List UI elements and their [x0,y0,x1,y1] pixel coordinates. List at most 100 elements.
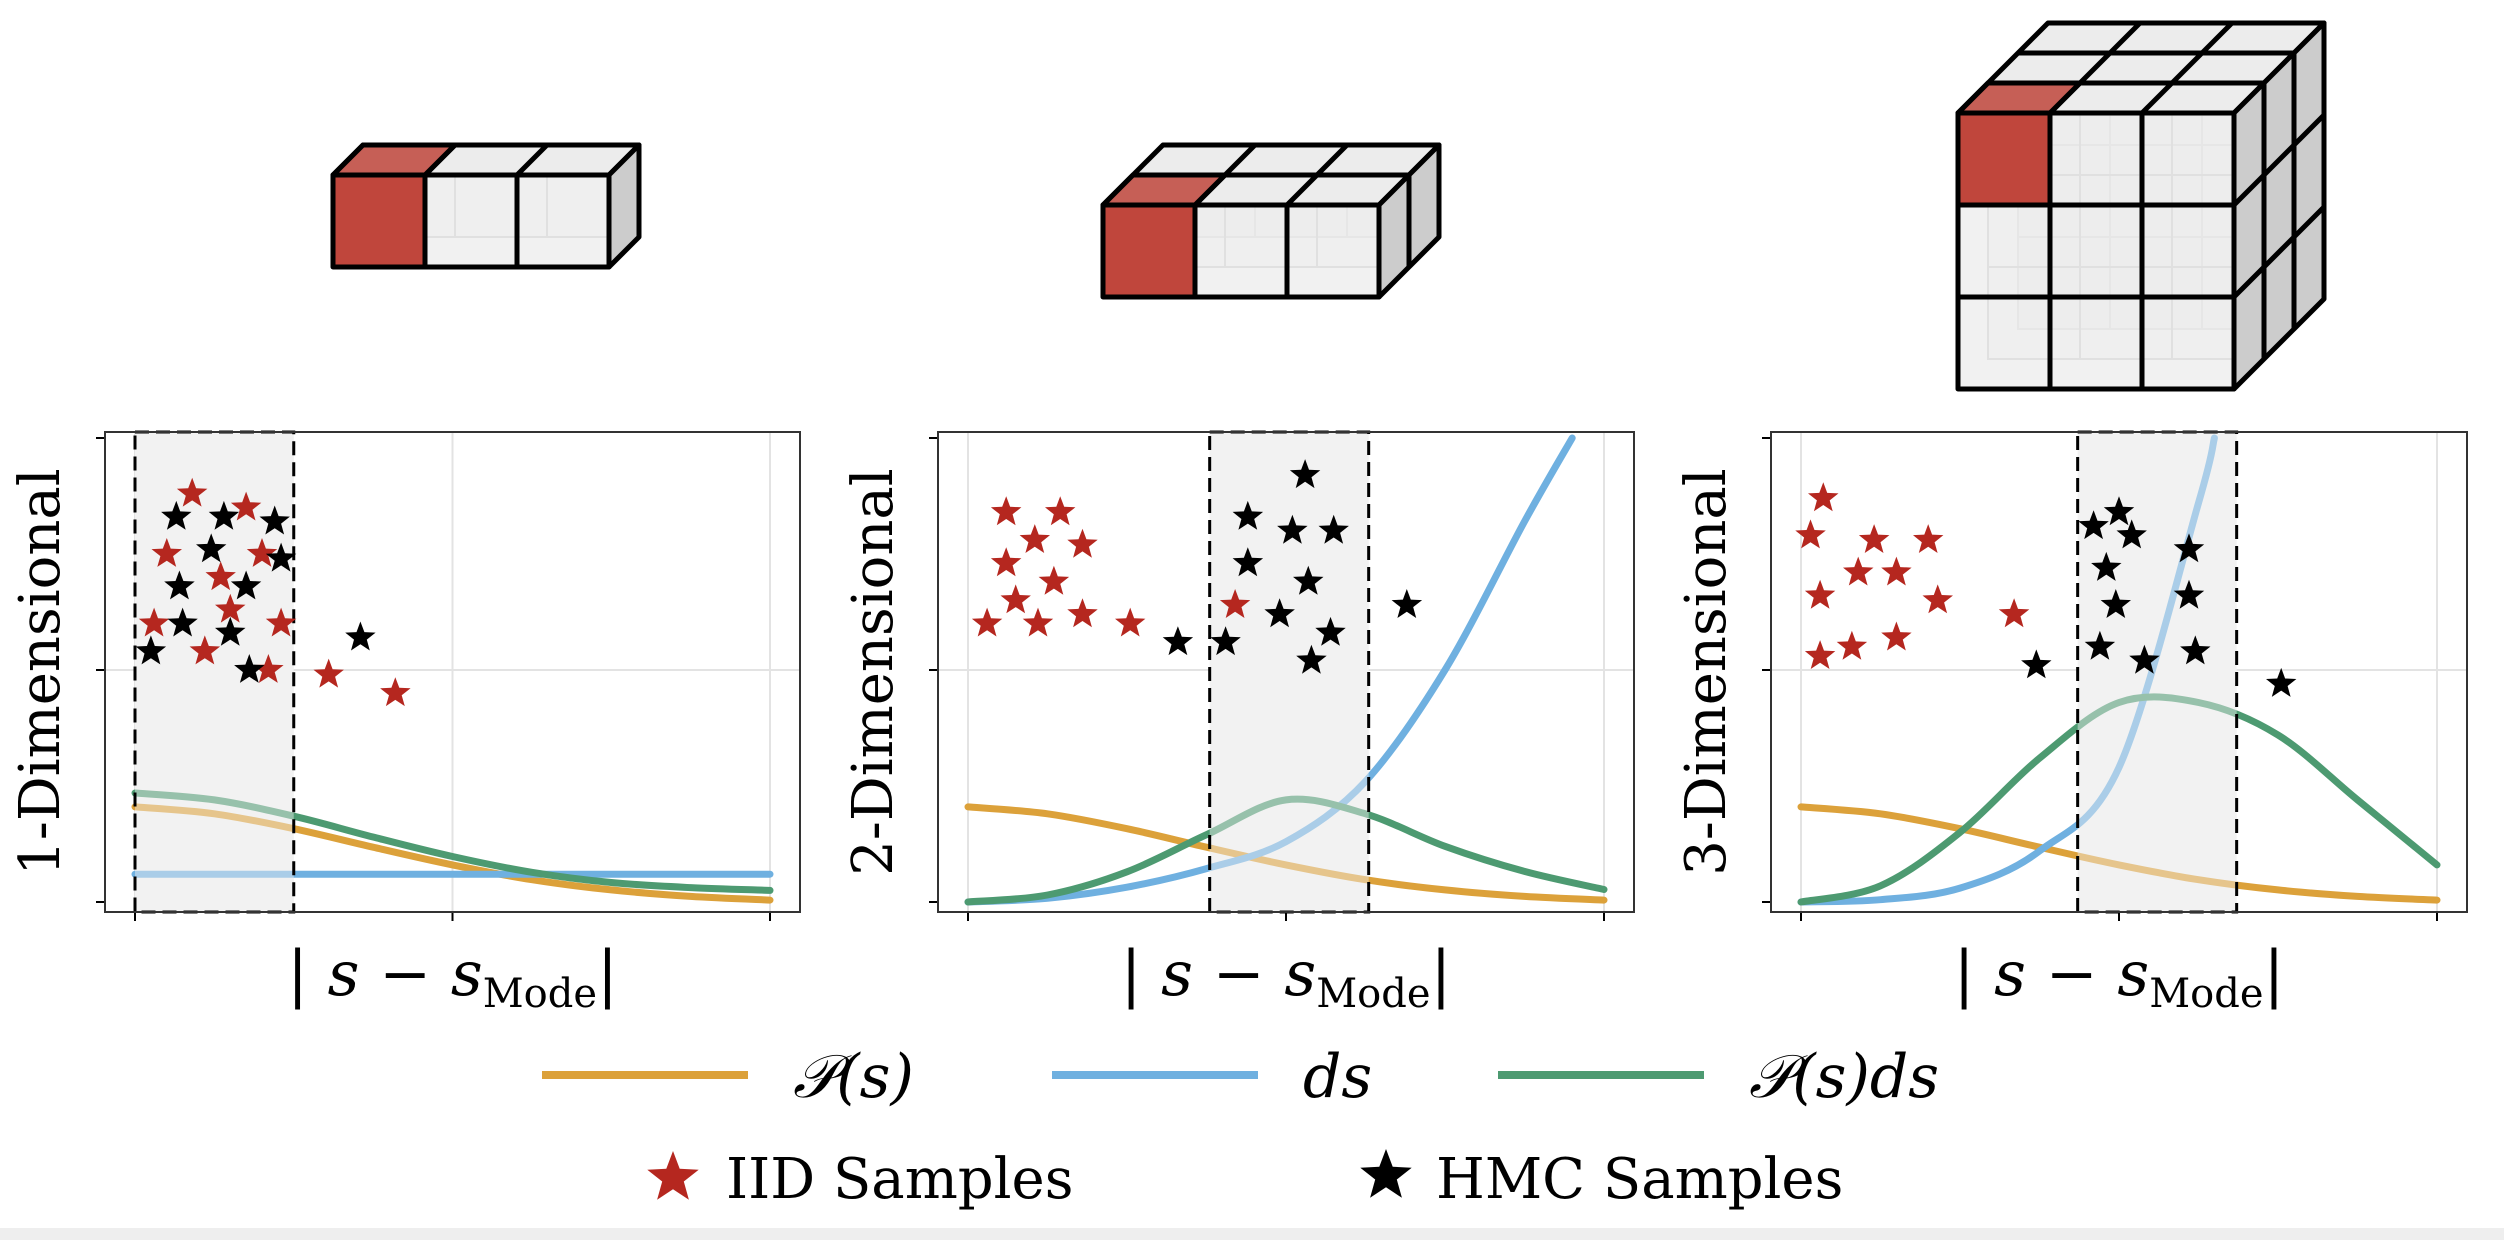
hmc-sample-star [135,635,167,665]
iid-sample-star [1804,579,1836,609]
hmc-sample-star [164,570,195,600]
iid-sample-star [1795,519,1826,549]
shade-region [2077,432,2237,912]
hmc-sample-star [345,621,376,651]
iid-sample-star [1913,524,1944,553]
iid-sample-star [1881,556,1912,586]
hmc-sample-star [1318,514,1349,544]
hmc-sample-star [1293,565,1324,595]
panel-2: 2-Dimensional | s − sMode| [841,430,1635,1017]
iid-sample-star [246,538,278,567]
hmc-sample-star [1232,547,1264,577]
cube-highlight-cell [333,175,425,267]
legend-iid-label: IID Samples [726,1147,1073,1212]
iid-sample-star [189,635,221,665]
hmc-sample-star [1210,626,1241,656]
iid-sample-star [1038,565,1070,595]
panel-1: 1-Dimensional | s − sMode| [8,430,801,1017]
hmc-sample-star [1162,626,1194,656]
x-axis-label: | s − sMode| [1954,937,2285,1017]
legend-iid-star [647,1151,699,1200]
series-ds-line [1797,434,2218,906]
hmc-sample-star [2266,667,2297,697]
y-axis-label: 1-Dimensional [8,468,73,875]
y-axis-label: 3-Dimensional [1674,468,1739,875]
bottom-strip [0,1228,2504,1240]
x-axis-label: | s − sMode| [1121,937,1452,1017]
hmc-sample-star [2078,510,2109,540]
iid-sample-star [1019,524,1050,553]
hmc-sample-star [259,505,290,535]
hmc-sample-star [1232,500,1264,530]
cube-highlight-cell [1103,205,1195,297]
hmc-sample-star [2116,519,2147,549]
x-axis-label: | s − sMode| [287,937,618,1017]
hmc-sample-star [2129,644,2160,674]
legend-pds-label: 𝒫(s)ds [1749,1042,1939,1112]
hmc-sample-star [234,654,265,683]
series-p-line [964,803,1608,904]
shade-overlay [2077,432,2237,912]
series-pds-line [1797,693,2441,906]
iid-sample-star [1804,640,1836,669]
iid-sample-star [1843,556,1874,586]
hmc-sample-star [2173,579,2205,609]
hmc-sample-star [2173,533,2205,563]
iid-sample-star [1922,584,1953,614]
hmc-sample-star [215,616,246,646]
series-pds-line [964,795,1608,906]
iid-sample-star [990,496,1022,526]
hmc-sample-star [1391,589,1423,618]
cube-grid-3d [1955,20,2327,392]
iid-sample-star [1881,621,1912,651]
hmc-sample-star [2100,589,2131,618]
hmc-sample-star [2091,551,2122,581]
legend-hmc-star [1360,1149,1412,1198]
cube-grid-1d [330,142,642,270]
iid-sample-star [1808,482,1839,512]
series-p-line [1797,803,2441,904]
y-axis-label: 2-Dimensional [841,468,906,875]
iid-sample-star [253,654,284,683]
iid-sample-star [230,491,262,521]
cube-highlight-cell [1958,113,2050,205]
plot-frame [104,431,801,913]
plot-frame [1770,431,2468,913]
iid-sample-star [380,677,411,707]
iid-sample-star [1998,598,2030,628]
hmc-sample-star [230,570,262,600]
hmc-sample-star [167,607,198,637]
hmc-sample-star [2103,496,2135,526]
legend-hmc-label: HMC Samples [1436,1147,1843,1212]
iid-sample-star [1045,496,1076,526]
legend-ds-label: ds [1303,1042,1372,1112]
iid-sample-star [1219,589,1251,618]
legend-p-label: 𝒫(s) [793,1042,914,1112]
hmc-sample-star [2021,649,2052,679]
hmc-sample-star [1264,598,1295,628]
series-ds-line [964,434,1576,906]
series-pds-line [131,789,774,894]
iid-sample-star [1067,598,1098,628]
iid-sample-star [1858,524,1890,553]
hmc-sample-star [161,500,192,530]
hmc-sample-star [2084,630,2116,660]
hmc-sample-star [265,542,297,572]
iid-sample-star [1000,584,1031,614]
hmc-sample-star [208,500,240,530]
hmc-sample-star [1315,616,1346,646]
series-p-line [131,803,774,904]
iid-sample-star [971,607,1003,637]
hmc-sample-star [1296,644,1327,674]
plot-frame [937,431,1635,913]
iid-sample-star [1836,630,1868,660]
legend: 𝒫(s) ds 𝒫(s)ds IID Samples HMC Samples [542,1042,1939,1212]
hmc-sample-star [1289,459,1321,489]
iid-sample-star [151,538,182,567]
iid-sample-star [215,593,246,623]
iid-sample-star [265,607,297,637]
iid-sample-star [1067,528,1098,558]
iid-sample-star [1115,607,1146,637]
cube-grid-2d [1100,142,1442,300]
